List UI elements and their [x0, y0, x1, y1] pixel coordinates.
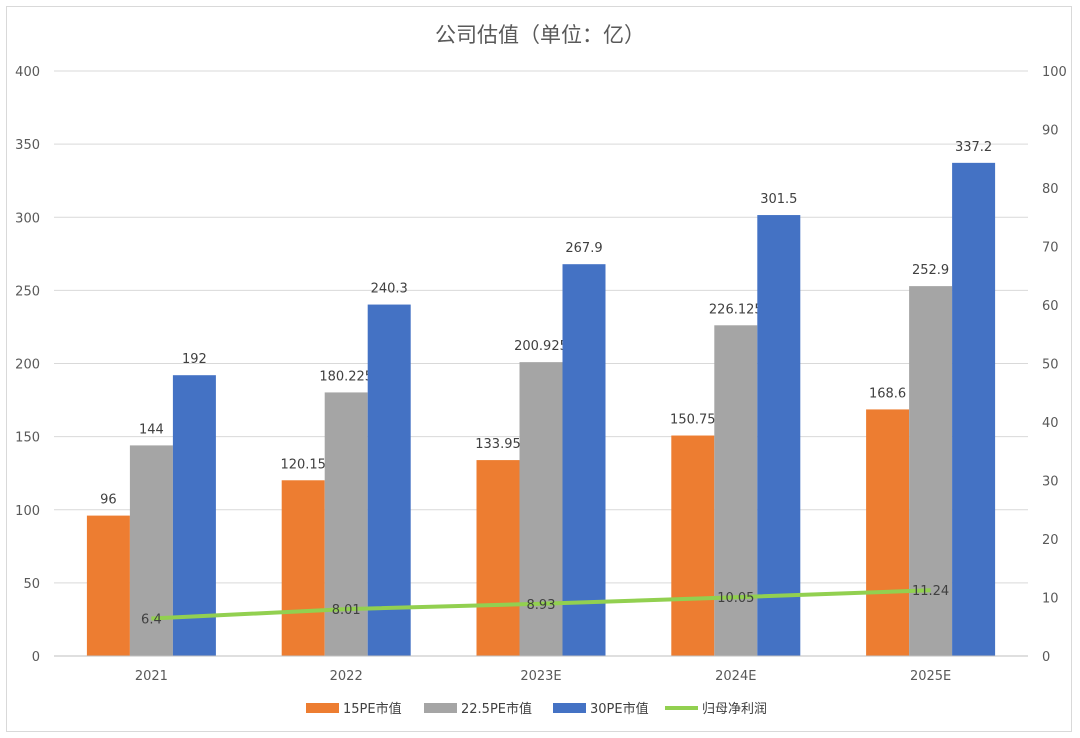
y-left-tick-label: 150	[15, 431, 40, 446]
y-left-tick-label: 50	[23, 577, 40, 592]
bar-data-label: 267.9	[565, 241, 602, 256]
bar-data-label: 240.3	[371, 282, 408, 297]
y-right-tick-label: 10	[1042, 592, 1059, 607]
line-path	[151, 588, 931, 621]
y-right-tick-label: 100	[1042, 65, 1067, 80]
chart-title: 公司估值（单位：亿）	[435, 23, 645, 47]
y-right-tick-label: 0	[1042, 650, 1050, 665]
legend-item: 15PE市值	[306, 701, 402, 717]
y-left-tick-label: 100	[15, 504, 40, 519]
bar	[86, 515, 130, 656]
y-right-tick-label: 60	[1042, 299, 1059, 314]
line-data-label: 8.93	[527, 598, 556, 613]
legend-swatch	[553, 703, 586, 713]
legend-swatch	[424, 703, 457, 713]
bar	[952, 162, 996, 656]
y-left-tick-label: 350	[15, 138, 40, 153]
bar-data-label: 120.15	[280, 457, 326, 472]
bar	[281, 480, 325, 656]
bar-data-label: 150.75	[670, 413, 716, 428]
legend-swatch	[306, 703, 339, 713]
bar-data-label: 180.225	[319, 369, 373, 384]
line-data-label: 11.24	[912, 584, 949, 599]
legend-item: 30PE市值	[553, 701, 649, 717]
legend-label: 30PE市值	[590, 701, 649, 717]
y-left-tick-label: 0	[32, 650, 40, 665]
x-tick-label: 2023E	[520, 669, 561, 684]
bar	[172, 375, 216, 656]
bar	[476, 460, 520, 656]
y-left-tick-label: 250	[15, 284, 40, 299]
bar-series: 96 120.15 133.95 150.75 168.6 144 180.225 200.9…	[86, 140, 996, 656]
bar	[367, 304, 411, 656]
y-left-tick-label: 400	[15, 65, 40, 80]
bar	[714, 325, 758, 656]
bar-data-label: 133.95	[475, 437, 521, 452]
x-tick-label: 2025E	[910, 669, 951, 684]
bar	[129, 445, 173, 656]
bar	[324, 392, 368, 656]
y-axis-left: 0 50 100 150 200 250 300 350 400	[15, 65, 40, 665]
y-axis-right: 0 10 20 30 40 50 60 70 80 90 100	[1042, 65, 1067, 665]
x-tick-label: 2021	[135, 669, 168, 684]
y-right-tick-label: 70	[1042, 241, 1059, 256]
bar-data-label: 337.2	[955, 140, 992, 155]
legend-label: 归母净利润	[702, 702, 767, 717]
bar	[909, 286, 953, 656]
line-series: 6.4 8.01 8.93 10.05 11.24	[141, 584, 949, 627]
legend-item: 归母净利润	[665, 702, 767, 717]
legend-label: 15PE市值	[343, 701, 402, 717]
line-data-label: 6.4	[141, 613, 162, 628]
bar-data-label: 226.125	[709, 302, 763, 317]
x-axis: 2021 2022 2023E 2024E 2025E	[54, 655, 1028, 684]
line-data-label: 10.05	[717, 591, 754, 606]
bar	[866, 409, 910, 656]
y-right-tick-label: 90	[1042, 124, 1059, 139]
bar-data-label: 168.6	[869, 386, 906, 401]
y-right-tick-label: 80	[1042, 182, 1059, 197]
y-right-tick-label: 50	[1042, 358, 1059, 373]
bar	[519, 362, 563, 656]
bar-data-label: 200.925	[514, 339, 568, 354]
x-tick-label: 2022	[330, 669, 363, 684]
bar-data-label: 144	[139, 422, 164, 437]
line-data-label: 8.01	[332, 603, 361, 618]
y-left-tick-label: 200	[15, 358, 40, 373]
legend: 15PE市值 22.5PE市值 30PE市值 归母净利润	[306, 701, 767, 717]
legend-label: 22.5PE市值	[461, 701, 532, 717]
chart-frame	[6, 6, 1072, 732]
legend-item: 22.5PE市值	[424, 701, 532, 717]
y-left-tick-label: 300	[15, 211, 40, 226]
y-right-tick-label: 40	[1042, 416, 1059, 431]
bar-data-label: 96	[100, 493, 117, 508]
bar-data-label: 301.5	[760, 192, 797, 207]
bar	[562, 264, 606, 656]
y-right-tick-label: 20	[1042, 533, 1059, 548]
bar	[757, 215, 801, 656]
x-tick-label: 2024E	[715, 669, 756, 684]
y-right-tick-label: 30	[1042, 475, 1059, 490]
bar-data-label: 252.9	[912, 263, 949, 278]
bar	[671, 435, 715, 656]
bar-data-label: 192	[182, 352, 207, 367]
